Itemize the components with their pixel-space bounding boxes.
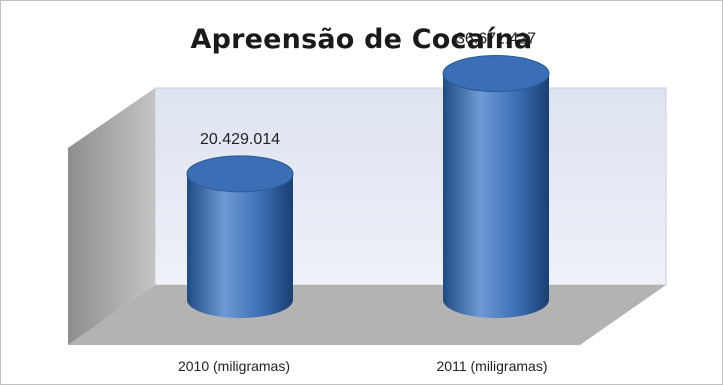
bar-cylinder [186, 155, 294, 318]
bar-cylinder-body [443, 73, 549, 318]
chart-floor [68, 285, 666, 345]
bar-cylinder [442, 55, 550, 318]
data-label: 36.671.427 [456, 31, 536, 48]
bar-cylinder-body [187, 173, 293, 318]
chart-title: Apreensão de Cocaína [190, 24, 533, 55]
bar-cylinder-top [186, 155, 294, 193]
category-label: 2011 (miligramas) [437, 358, 548, 374]
data-label: 20.429.014 [200, 131, 280, 148]
bars-layer [186, 55, 550, 318]
category-label: 2010 (miligramas) [178, 358, 290, 374]
bar-cylinder-top [442, 55, 550, 93]
labels-layer: 20.429.014 2010 (miligramas) 36.671.427 201… [178, 31, 548, 374]
chart-side-wall [68, 88, 155, 345]
